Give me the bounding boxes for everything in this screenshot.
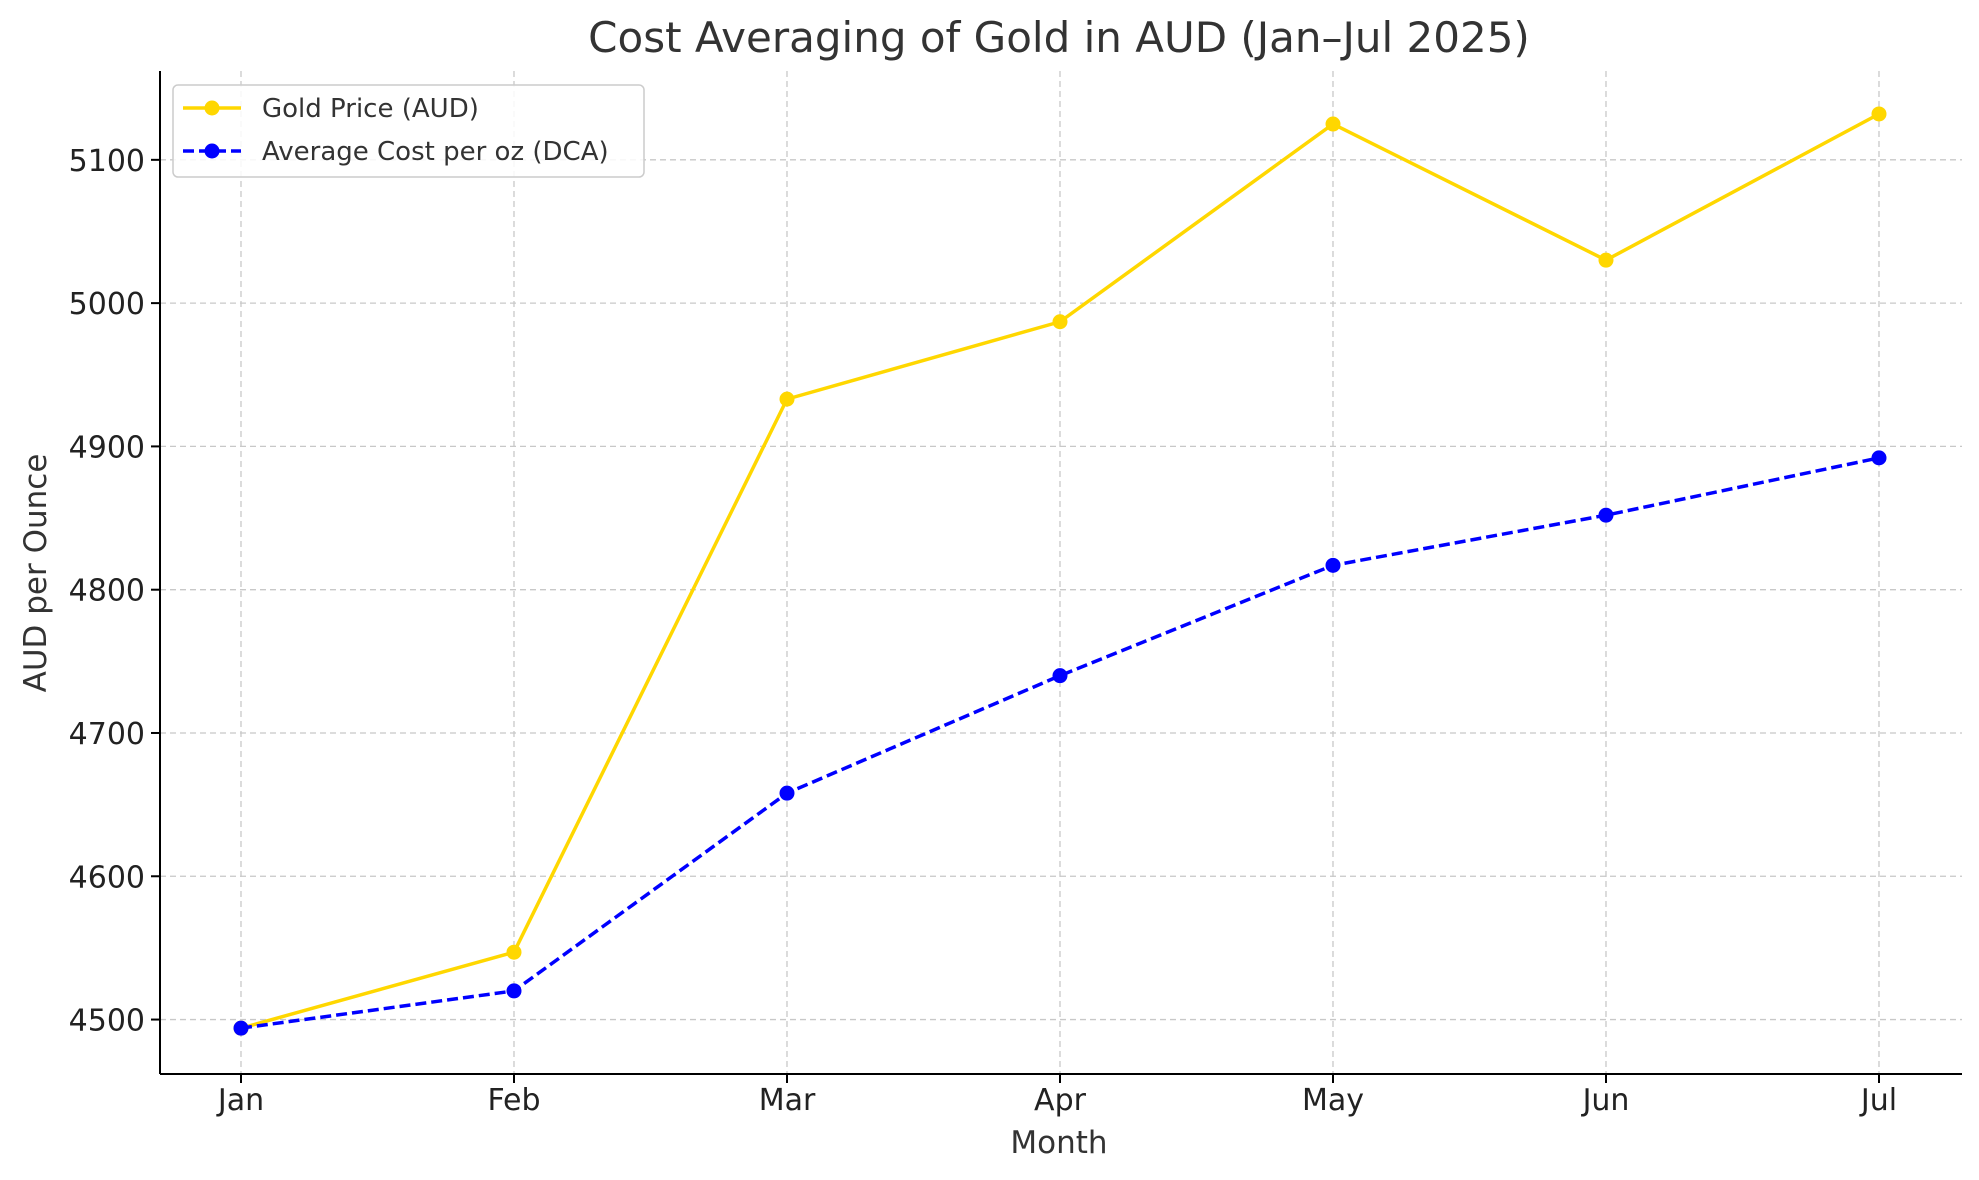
legend-marker-average-cost xyxy=(204,143,220,159)
legend-item-average-cost: Average Cost per oz (DCA) xyxy=(183,137,609,167)
y-tick-label: 4500 xyxy=(69,1004,145,1039)
x-tick-label: Mar xyxy=(759,1083,816,1118)
data-point xyxy=(1871,106,1887,122)
x-tick-label: Feb xyxy=(487,1083,540,1118)
grid xyxy=(160,71,1962,1074)
y-tick-label: 4600 xyxy=(69,860,145,895)
data-point xyxy=(1052,314,1068,330)
y-tick-label: 5000 xyxy=(69,287,145,322)
axes xyxy=(151,71,1962,1083)
data-point xyxy=(506,983,522,999)
legend-label-gold-price: Gold Price (AUD) xyxy=(262,94,479,124)
data-point xyxy=(1598,507,1614,523)
legend-frame xyxy=(172,84,645,178)
data-point xyxy=(779,785,795,801)
x-axis-label: Month xyxy=(1010,1125,1107,1161)
x-tick-label: Jan xyxy=(216,1083,264,1118)
data-point xyxy=(779,391,795,407)
data-point xyxy=(1598,252,1614,268)
data-point xyxy=(1325,116,1341,132)
legend-marker-gold-price xyxy=(204,100,220,116)
x-tick-label: Jun xyxy=(1581,1083,1630,1118)
tick-labels: Jan Feb Mar Apr May Jun Jul 4500 4600 4700 4800 490… xyxy=(69,144,1897,1118)
data-point xyxy=(233,1020,249,1036)
legend: Gold Price (AUD) Average Cost per oz (DC… xyxy=(172,84,645,178)
data-point xyxy=(506,944,522,960)
y-tick-label: 5100 xyxy=(69,144,145,179)
x-tick-label: May xyxy=(1302,1083,1364,1118)
series-average-cost xyxy=(233,450,1887,1036)
y-tick-label: 4800 xyxy=(69,574,145,609)
x-tick-label: Jul xyxy=(1859,1083,1897,1118)
x-tick-label: Apr xyxy=(1034,1083,1087,1118)
data-point xyxy=(1871,450,1887,466)
chart-title: Cost Averaging of Gold in AUD (Jan–Jul 2… xyxy=(588,13,1530,62)
data-point xyxy=(1325,557,1341,573)
y-tick-label: 4700 xyxy=(69,717,145,752)
series xyxy=(233,106,1887,1036)
legend-item-gold-price: Gold Price (AUD) xyxy=(183,94,479,124)
y-tick-label: 4900 xyxy=(69,430,145,465)
data-point xyxy=(1052,668,1068,684)
legend-label-average-cost: Average Cost per oz (DCA) xyxy=(262,137,609,167)
y-axis-label: AUD per Ounce xyxy=(18,454,54,693)
